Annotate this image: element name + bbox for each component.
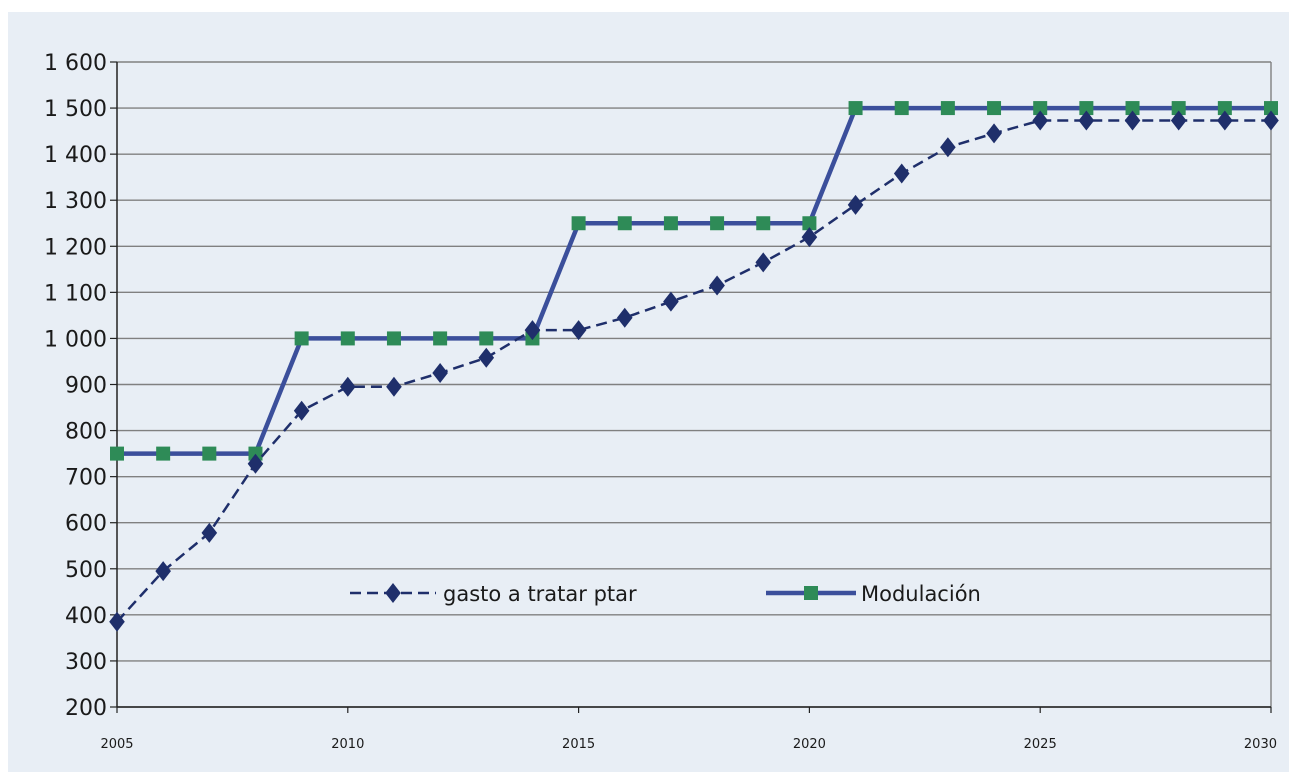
y-tick-label-700: 700 bbox=[65, 466, 107, 491]
y-tick-label-600: 600 bbox=[65, 512, 107, 537]
gasto-point-2030 bbox=[1263, 110, 1279, 131]
gasto-point-2028 bbox=[1170, 110, 1187, 131]
y-tick-label-1600: 1 600 bbox=[44, 51, 107, 76]
modulacion-point-2020 bbox=[802, 216, 817, 231]
gasto-point-2020 bbox=[801, 227, 818, 248]
modulacion-point-2023 bbox=[940, 101, 955, 116]
y-tick-label-800: 800 bbox=[65, 420, 107, 445]
gasto-point-2006 bbox=[155, 561, 171, 582]
gasto-point-2027 bbox=[1124, 110, 1141, 131]
modulacion-point-2012 bbox=[433, 331, 448, 346]
modulacion-point-2009 bbox=[294, 331, 309, 346]
y-tick-label-1200: 1 200 bbox=[44, 235, 107, 260]
gasto-point-2005 bbox=[109, 611, 125, 632]
y-tick-label-1500: 1 500 bbox=[44, 97, 107, 122]
gasto-point-2018 bbox=[709, 275, 725, 296]
modulacion-point-2013 bbox=[479, 331, 494, 346]
y-tick-labels: 1 600 1 500 1 400 1 300 1 200 1 100 1 000 900 80… bbox=[44, 51, 107, 721]
gasto-point-2012 bbox=[432, 362, 448, 383]
gasto-point-2014 bbox=[524, 320, 541, 341]
gasto-point-2017 bbox=[663, 291, 679, 312]
gasto-point-2009 bbox=[293, 400, 310, 421]
modulacion-point-2029 bbox=[1217, 101, 1232, 116]
x-tick-label-2010: 2010 bbox=[331, 737, 364, 752]
gasto-point-2013 bbox=[478, 347, 495, 368]
x-tick-label-2015: 2015 bbox=[562, 737, 595, 752]
modulacion-point-2010 bbox=[340, 331, 355, 346]
legend-gasto-marker bbox=[385, 583, 401, 603]
modulacion-point-2015 bbox=[571, 216, 586, 231]
modulacion-point-2027 bbox=[1125, 101, 1140, 116]
modulacion-point-2017 bbox=[663, 216, 678, 231]
legend-modulacion-label: Modulación bbox=[861, 582, 981, 606]
legend: gasto a tratar ptar Modulación bbox=[350, 582, 981, 606]
modulacion-point-2011 bbox=[386, 331, 401, 346]
x-tick-labels: 2005 2010 2015 2020 2025 2030 bbox=[100, 737, 1277, 752]
gasto-point-2010 bbox=[340, 376, 356, 397]
modulacion-point-2008 bbox=[248, 446, 263, 461]
series-modulacion bbox=[110, 101, 1278, 461]
legend-item-modulacion: Modulación bbox=[766, 582, 981, 606]
gasto-point-2015 bbox=[570, 320, 587, 341]
y-tick-label-400: 400 bbox=[65, 604, 107, 629]
modulacion-point-2005 bbox=[110, 446, 124, 461]
x-tick-label-2005: 2005 bbox=[100, 737, 133, 752]
modulacion-point-2028 bbox=[1171, 101, 1186, 116]
y-tick-label-1000: 1 000 bbox=[44, 327, 107, 352]
modulacion-point-2030 bbox=[1264, 101, 1278, 116]
modulacion-point-2019 bbox=[756, 216, 771, 231]
gasto-point-2023 bbox=[940, 137, 956, 158]
gasto-point-2022 bbox=[893, 163, 910, 184]
legend-modulacion-marker bbox=[804, 586, 818, 600]
series-gasto-a-tratar-ptar bbox=[109, 110, 1279, 632]
modulacion-point-2018 bbox=[710, 216, 725, 231]
legend-item-gasto: gasto a tratar ptar bbox=[350, 582, 637, 606]
y-tick-label-1300: 1 300 bbox=[44, 189, 107, 214]
modulacion-point-2026 bbox=[1079, 101, 1094, 116]
modulacion-point-2006 bbox=[156, 446, 171, 461]
gasto-point-2008 bbox=[247, 453, 264, 474]
modulacion-point-2016 bbox=[617, 216, 632, 231]
gasto-point-2029 bbox=[1217, 110, 1233, 131]
gasto-point-2024 bbox=[986, 123, 1002, 144]
chart-background bbox=[8, 12, 1289, 772]
modulacion-point-2007 bbox=[202, 446, 217, 461]
y-tick-label-200: 200 bbox=[65, 696, 107, 721]
x-tick-label-2030: 2030 bbox=[1244, 737, 1277, 752]
modulacion-point-2021 bbox=[848, 101, 863, 116]
gasto-point-2025 bbox=[1032, 110, 1048, 131]
series-group bbox=[109, 101, 1279, 632]
y-tick-label-1400: 1 400 bbox=[44, 143, 107, 168]
gasto-point-2021 bbox=[847, 194, 864, 215]
y-tick-label-300: 300 bbox=[65, 650, 107, 675]
grid-lines bbox=[117, 61, 1272, 708]
modulacion-point-2025 bbox=[1033, 101, 1048, 116]
gasto-point-2026 bbox=[1078, 110, 1095, 131]
gasto-point-2007 bbox=[201, 522, 218, 543]
gasto-point-2019 bbox=[755, 252, 772, 273]
x-tick-label-2020: 2020 bbox=[793, 737, 826, 752]
y-tick-label-1100: 1 100 bbox=[44, 281, 107, 306]
modulacion-point-2022 bbox=[894, 101, 909, 116]
gasto-point-2011 bbox=[386, 376, 402, 397]
y-tick-label-500: 500 bbox=[65, 558, 107, 583]
legend-gasto-label: gasto a tratar ptar bbox=[443, 582, 637, 606]
y-tick-label-900: 900 bbox=[65, 374, 107, 399]
x-tick-label-2025: 2025 bbox=[1024, 737, 1057, 752]
modulacion-point-2024 bbox=[987, 101, 1002, 116]
axes bbox=[110, 61, 1272, 713]
modulacion-line bbox=[117, 105, 1271, 456]
gasto-point-2016 bbox=[616, 307, 633, 328]
